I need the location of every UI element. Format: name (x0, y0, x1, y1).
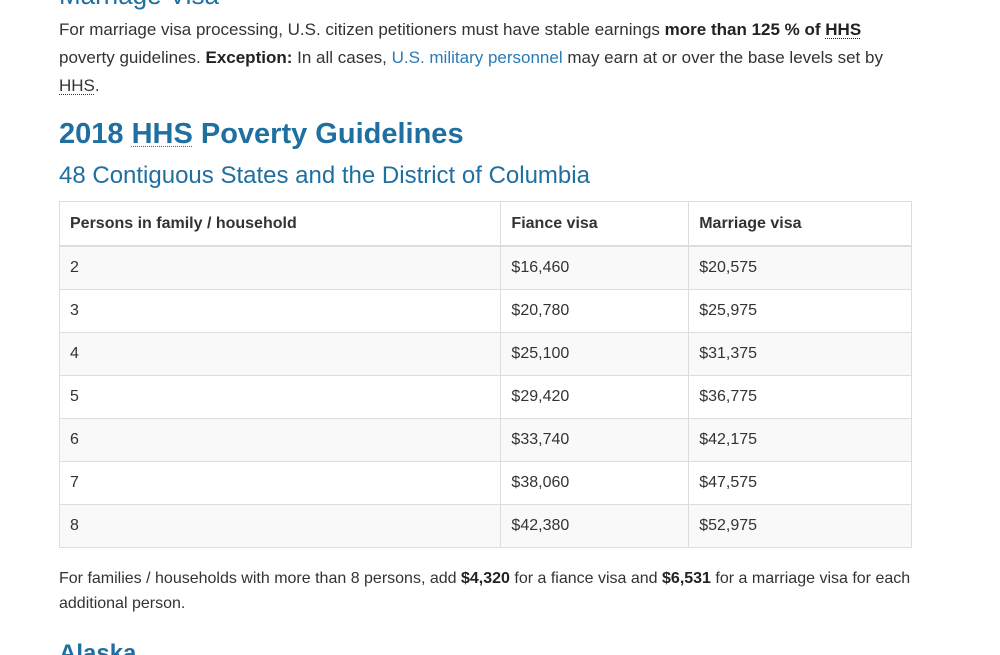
cell-persons: 5 (58, 375, 502, 419)
intro-text-4: may earn at or over the base levels set … (562, 48, 883, 67)
intro-paragraph: For marriage visa processing, U.S. citiz… (59, 16, 919, 100)
cell-marriage: $36,775 (688, 375, 912, 419)
intro-text-5: . (94, 76, 100, 95)
cell-persons: 6 (58, 418, 502, 462)
poverty-guidelines-table: Persons in family / household Fiance vis… (58, 201, 912, 548)
cell-fiance: $16,460 (500, 245, 690, 290)
cell-fiance: $38,060 (500, 461, 690, 505)
table-row: 2 $16,460 $20,575 (58, 245, 912, 290)
table-row: 3 $20,780 $25,975 (58, 289, 912, 333)
table-row: 4 $25,100 $31,375 (58, 332, 912, 376)
table-header-row: Persons in family / household Fiance vis… (58, 201, 912, 247)
cell-persons: 7 (58, 461, 502, 505)
header-fiance-visa: Fiance visa (500, 201, 690, 247)
header-marriage-visa: Marriage visa (688, 201, 912, 247)
cell-marriage: $31,375 (688, 332, 912, 376)
intro-text-2: poverty guidelines. (59, 48, 206, 67)
intro-text-3: In all cases, (292, 48, 392, 67)
cell-fiance: $29,420 (500, 375, 690, 419)
cell-marriage: $20,575 (688, 245, 912, 290)
cell-persons: 4 (58, 332, 502, 376)
subsection-title: 48 Contiguous States and the District of… (59, 162, 590, 189)
hhs-abbreviation[interactable]: HHS (825, 20, 862, 39)
cell-marriage: $52,975 (688, 504, 912, 548)
intro-bold-requirement: more than 125 % of HHS (664, 20, 862, 39)
cell-persons: 8 (58, 504, 502, 548)
military-personnel-link[interactable]: U.S. military personnel (391, 48, 563, 67)
next-section-heading: Alaska (59, 640, 137, 655)
cell-fiance: $20,780 (500, 289, 690, 333)
hhs-abbreviation-2[interactable]: HHS (59, 76, 95, 95)
table-row: 8 $42,380 $52,975 (58, 504, 912, 548)
marriage-extra-amount: $6,531 (662, 570, 711, 587)
table-row: 6 $33,740 $42,175 (58, 418, 912, 462)
cell-persons: 3 (58, 289, 502, 333)
fiance-extra-amount: $4,320 (460, 570, 510, 587)
intro-exception-label: Exception: (205, 48, 293, 67)
header-persons: Persons in family / household (58, 201, 502, 247)
cell-marriage: $47,575 (688, 461, 912, 505)
cell-fiance: $25,100 (500, 332, 690, 376)
table-row: 7 $38,060 $47,575 (58, 461, 912, 505)
cell-persons: 2 (58, 245, 502, 290)
additional-person-note: For families / households with more than… (59, 570, 911, 612)
cell-marriage: $42,175 (688, 418, 912, 462)
previous-section-heading: Marriage Visa (59, 0, 219, 8)
section-title-hhs-abbreviation[interactable]: HHS (131, 118, 193, 150)
section-title: 2018 HHS Poverty Guidelines (59, 118, 464, 150)
cell-fiance: $33,740 (500, 418, 690, 462)
cell-marriage: $25,975 (688, 289, 912, 333)
intro-text-1: For marriage visa processing, U.S. citiz… (59, 20, 665, 39)
cell-fiance: $42,380 (500, 504, 690, 548)
table-row: 5 $29,420 $36,775 (58, 375, 912, 419)
